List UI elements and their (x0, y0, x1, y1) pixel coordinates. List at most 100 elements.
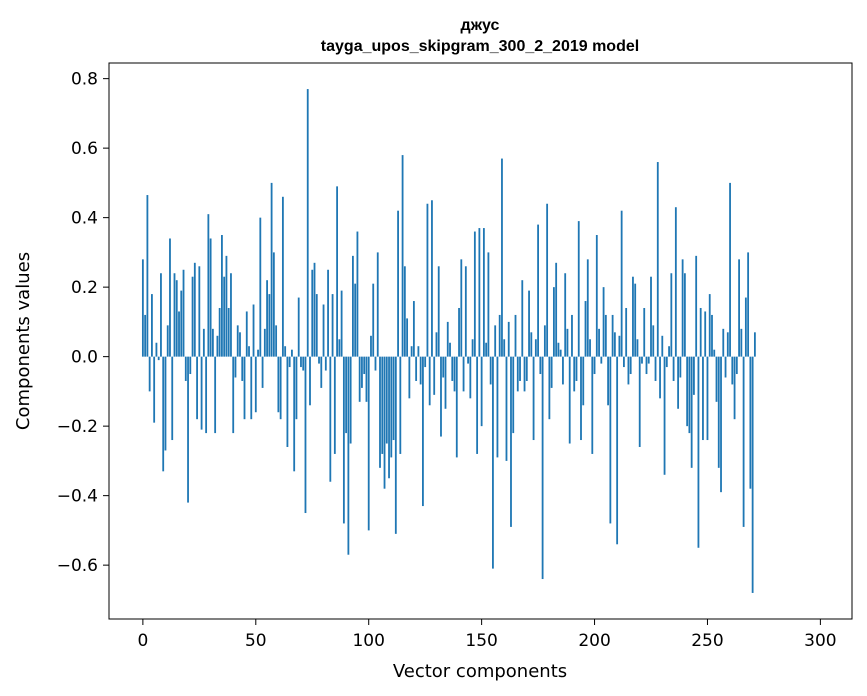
bar (399, 356, 402, 454)
bar (388, 356, 390, 479)
y-tick-label: −0.6 (57, 556, 98, 576)
bar (435, 332, 438, 357)
bar (681, 259, 684, 357)
bar (415, 356, 418, 381)
bar (582, 356, 585, 406)
bar (503, 339, 506, 357)
x-axis-ticks: 0 50 100 150 200 250 300 (137, 619, 837, 651)
bar (539, 356, 542, 375)
bar (584, 301, 587, 357)
bar (336, 186, 338, 357)
bar (595, 235, 598, 357)
bar (383, 356, 386, 489)
bar (189, 356, 192, 375)
bar (236, 325, 239, 357)
bar (191, 276, 194, 357)
bar (706, 356, 709, 441)
bar (738, 259, 740, 357)
bar (494, 325, 497, 357)
bar (187, 356, 189, 503)
bar (530, 332, 533, 357)
bar (720, 356, 722, 493)
bar (144, 314, 147, 357)
bar (166, 325, 169, 357)
bar (632, 276, 634, 357)
bar (349, 356, 352, 444)
bar (277, 356, 280, 413)
bar (568, 356, 571, 444)
y-axis-ticks: 0.8 0.6 0.4 0.2 0.0 −0.2 −0.4 −0.6 (57, 70, 109, 576)
bar (717, 356, 720, 468)
bar (593, 356, 596, 375)
bar (394, 356, 397, 534)
bar (708, 294, 711, 357)
bar (216, 335, 219, 357)
bar (480, 356, 483, 427)
bar (182, 269, 185, 357)
bar (342, 356, 345, 524)
bar (665, 356, 668, 368)
bar (537, 224, 539, 357)
y-tick-label: −0.2 (57, 417, 98, 437)
bar (697, 356, 700, 548)
bar (525, 356, 528, 381)
bar (160, 273, 162, 357)
bar (702, 356, 704, 441)
bar (381, 356, 384, 454)
bar (514, 314, 517, 357)
bar (478, 228, 481, 357)
bar (410, 346, 413, 357)
bar (453, 356, 456, 392)
y-tick-label: 0.4 (71, 209, 98, 229)
bar (363, 356, 366, 375)
bar (471, 339, 474, 357)
bar (372, 283, 375, 357)
bar (521, 280, 524, 357)
bar (225, 255, 228, 357)
bar (473, 231, 476, 357)
bar (243, 356, 246, 420)
bar (492, 356, 494, 569)
bar (724, 356, 727, 378)
bar (634, 283, 637, 357)
bar (311, 269, 314, 357)
bar (489, 356, 492, 385)
bar (437, 266, 440, 357)
bar (200, 356, 203, 430)
bar (523, 356, 526, 392)
bar (729, 182, 731, 357)
bar (295, 356, 298, 420)
bar (426, 203, 429, 357)
bar (541, 356, 544, 580)
bar (482, 228, 485, 357)
bar (318, 356, 320, 364)
bar (609, 356, 612, 524)
bar (162, 356, 165, 472)
bar (580, 356, 582, 441)
bar (713, 349, 716, 357)
bar (586, 259, 589, 357)
y-tick-label: 0.2 (71, 278, 98, 298)
bar (270, 182, 273, 357)
bar (663, 356, 666, 475)
bar (329, 356, 332, 482)
bar (300, 356, 302, 368)
bar (487, 252, 490, 357)
x-tick-label: 300 (804, 631, 836, 651)
bar (293, 356, 296, 472)
bar (604, 314, 607, 357)
bar (496, 356, 499, 458)
bar (288, 356, 291, 368)
bar (485, 342, 488, 357)
bar (313, 262, 316, 357)
bar (218, 307, 221, 357)
bar (753, 332, 756, 357)
y-tick-label: 0.6 (71, 139, 98, 159)
bar (656, 162, 659, 357)
bar (403, 266, 406, 357)
bar (327, 269, 329, 357)
y-tick-label: 0.8 (71, 70, 98, 90)
bar (747, 252, 750, 357)
bar (340, 290, 343, 357)
bar (670, 273, 673, 357)
